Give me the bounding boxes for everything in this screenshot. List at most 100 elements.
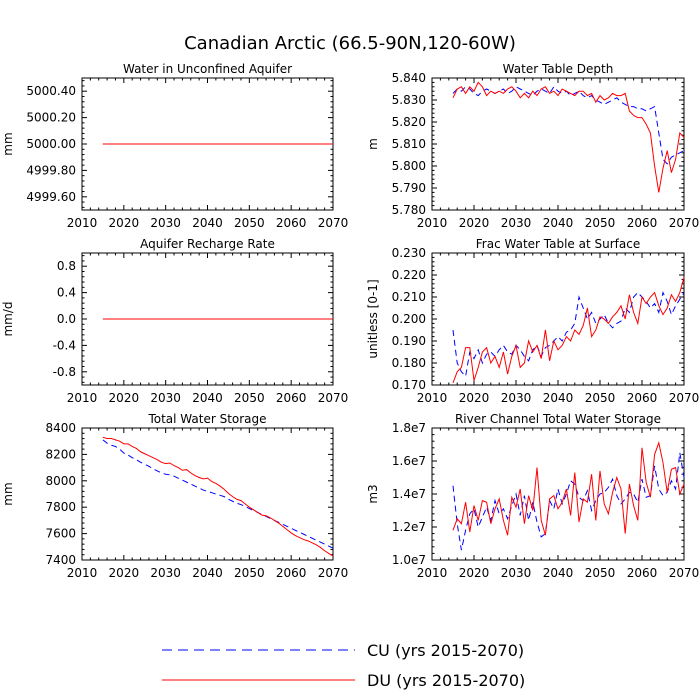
y-tick-label: 1.0e7 — [392, 553, 426, 567]
y-tick-label: 7400 — [45, 553, 76, 567]
legend-cu-label: CU (yrs 2015-2070) — [367, 641, 524, 660]
x-tick-label: 2040 — [543, 391, 574, 405]
x-tick-label: 2050 — [585, 566, 616, 580]
x-tick-label: 2030 — [501, 566, 532, 580]
x-tick-label: 2050 — [234, 566, 265, 580]
y-tick-label: 1.6e7 — [392, 454, 426, 468]
x-tick-label: 2050 — [234, 391, 265, 405]
y-tick-label: 5.830 — [392, 93, 426, 107]
y-tick-label: 5.810 — [392, 137, 426, 151]
series-line-cu — [102, 439, 334, 549]
x-tick-label: 2020 — [459, 391, 490, 405]
x-tick-label: 2060 — [627, 391, 658, 405]
x-tick-label: 2020 — [109, 391, 140, 405]
x-tick-label: 2070 — [669, 566, 700, 580]
x-tick-label: 2070 — [318, 216, 349, 230]
panel-title: River Channel Total Water Storage — [455, 412, 661, 426]
x-tick-label: 2020 — [459, 566, 490, 580]
x-tick-label: 2030 — [150, 566, 181, 580]
x-tick-label: 2070 — [669, 216, 700, 230]
y-axis-label: mm/d — [1, 301, 15, 336]
plot-frame — [81, 427, 334, 561]
y-tick-label: 0.4 — [57, 286, 76, 300]
x-tick-label: 2070 — [318, 566, 349, 580]
x-tick-label: 2070 — [669, 391, 700, 405]
x-tick-label: 2020 — [459, 216, 490, 230]
panels: Water in Unconfined Aquifer mm 2010 2020 203… — [1, 62, 699, 580]
y-tick-label: 4999.80 — [26, 163, 76, 177]
y-tick-label: 0.0 — [57, 312, 76, 326]
legend: CU (yrs 2015-2070) DU (yrs 2015-2070) — [162, 641, 525, 690]
y-tick-label: 5.840 — [392, 71, 426, 85]
x-tick-label: 2010 — [67, 391, 98, 405]
series-line-cu — [452, 85, 685, 165]
series-line-du — [452, 277, 685, 383]
y-tick-label: 0.190 — [392, 334, 426, 348]
y-tick-label: 5.790 — [392, 181, 426, 195]
x-tick-label: 2030 — [150, 216, 181, 230]
chart-panel: River Channel Total Water Storage m3 2010 2… — [366, 412, 699, 580]
y-tick-label: 0.200 — [392, 312, 426, 326]
y-tick-label: 0.170 — [392, 378, 426, 392]
x-tick-label: 2060 — [276, 216, 307, 230]
x-tick-label: 2010 — [417, 216, 448, 230]
x-tick-label: 2010 — [417, 391, 448, 405]
y-tick-label: 1.2e7 — [392, 520, 426, 534]
y-axis-label: m — [366, 138, 380, 150]
plot-frame — [431, 427, 685, 561]
legend-du-label: DU (yrs 2015-2070) — [367, 671, 525, 690]
chart-panel: Water Table Depth m 2010 2020 2030 2040 2050 20… — [366, 62, 699, 230]
plot-frame — [431, 252, 685, 386]
chart-panel: Total Water Storage mm 2010 2020 2030 2040 205… — [1, 412, 348, 580]
panel-title: Total Water Storage — [147, 412, 266, 426]
series-line-du — [102, 436, 334, 557]
y-axis-label: m3 — [366, 484, 380, 503]
y-tick-label: 0.220 — [392, 268, 426, 282]
plot-frame — [431, 77, 685, 211]
y-tick-label: -0.4 — [53, 338, 76, 352]
y-tick-label: 5.820 — [392, 115, 426, 129]
x-tick-label: 2070 — [318, 391, 349, 405]
x-tick-label: 2040 — [192, 391, 223, 405]
panel-title: Frac Water Table at Surface — [476, 237, 640, 251]
chart-panel: Frac Water Table at Surface unitless [0-1… — [366, 237, 699, 405]
y-tick-label: 8200 — [45, 447, 76, 461]
series-line-cu — [452, 291, 685, 378]
y-tick-label: 0.210 — [392, 290, 426, 304]
y-axis-label: mm — [1, 482, 15, 505]
x-tick-label: 2030 — [501, 216, 532, 230]
y-axis-label: mm — [1, 132, 15, 155]
y-tick-label: 1.8e7 — [392, 421, 426, 435]
y-tick-label: 5.800 — [392, 159, 426, 173]
x-tick-label: 2040 — [543, 566, 574, 580]
x-tick-label: 2050 — [234, 216, 265, 230]
x-tick-label: 2040 — [192, 566, 223, 580]
chart-panel: Aquifer Recharge Rate mm/d 2010 2020 2030 204… — [1, 237, 348, 405]
y-tick-label: 7600 — [45, 527, 76, 541]
series-line-du — [452, 441, 685, 536]
x-tick-label: 2010 — [67, 566, 98, 580]
x-tick-label: 2060 — [627, 566, 658, 580]
series-line-du — [452, 81, 685, 193]
x-tick-label: 2060 — [276, 391, 307, 405]
y-tick-label: 1.4e7 — [392, 487, 426, 501]
x-tick-label: 2020 — [109, 216, 140, 230]
y-tick-label: 7800 — [45, 500, 76, 514]
y-tick-label: -0.8 — [53, 365, 76, 379]
x-tick-label: 2030 — [501, 391, 532, 405]
figure-title: Canadian Arctic (66.5-90N,120-60W) — [184, 33, 516, 54]
chart-panel: Water in Unconfined Aquifer mm 2010 2020 203… — [1, 62, 348, 230]
x-tick-label: 2060 — [276, 566, 307, 580]
y-tick-label: 4999.60 — [26, 190, 76, 204]
x-tick-label: 2020 — [109, 566, 140, 580]
y-tick-label: 5000.00 — [26, 137, 76, 151]
y-tick-label: 8400 — [45, 421, 76, 435]
x-tick-label: 2030 — [150, 391, 181, 405]
y-axis-label: unitless [0-1] — [366, 279, 380, 358]
x-tick-label: 2010 — [67, 216, 98, 230]
y-tick-label: 0.180 — [392, 356, 426, 370]
y-tick-label: 5.780 — [392, 203, 426, 217]
y-tick-label: 8000 — [45, 474, 76, 488]
x-tick-label: 2040 — [192, 216, 223, 230]
